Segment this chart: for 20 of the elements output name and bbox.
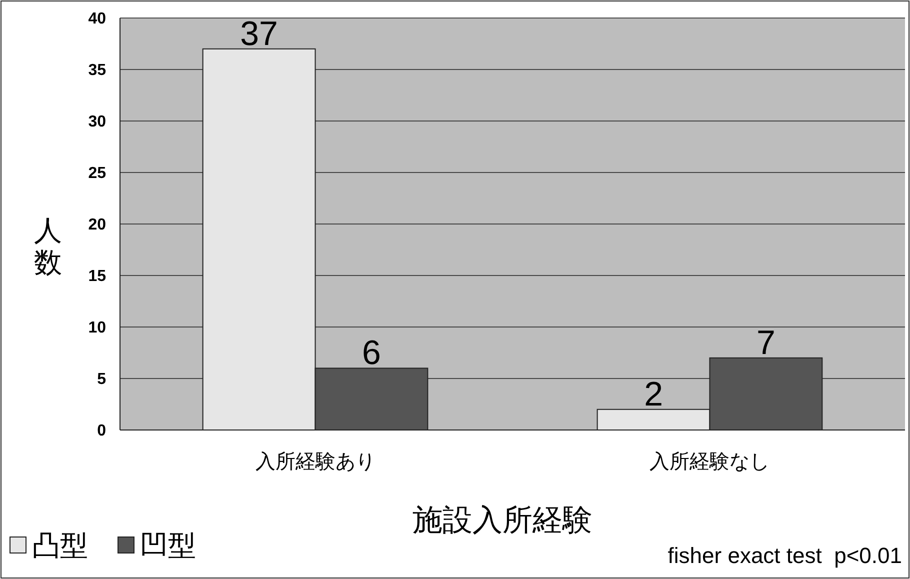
x-tick-label: 入所経験なし <box>650 451 770 473</box>
y-tick-label: 10 <box>88 320 106 337</box>
y-tick-label: 15 <box>88 268 106 286</box>
x-tick-label: 入所経験あり <box>255 451 376 473</box>
data-label: 2 <box>644 375 663 414</box>
legend-label: 凹型 <box>140 530 196 561</box>
y-axis-title: 人数 <box>34 215 62 278</box>
y-tick-label: 40 <box>88 10 106 28</box>
data-label: 7 <box>756 324 776 362</box>
y-tick-label: 30 <box>88 114 106 131</box>
y-tick-label: 35 <box>88 62 106 80</box>
y-tick-label: 0 <box>97 422 106 440</box>
data-label: 6 <box>362 334 381 372</box>
y-tick-label: 5 <box>97 371 106 388</box>
text: fisher exact test p<0.01 <box>668 543 902 568</box>
x-axis-title: 施設入所経験 <box>412 504 592 537</box>
y-tick-label: 25 <box>88 165 106 182</box>
legend-label: 凸型 <box>32 530 88 561</box>
y-tick-label: 20 <box>88 216 106 234</box>
data-label: 37 <box>240 14 278 53</box>
